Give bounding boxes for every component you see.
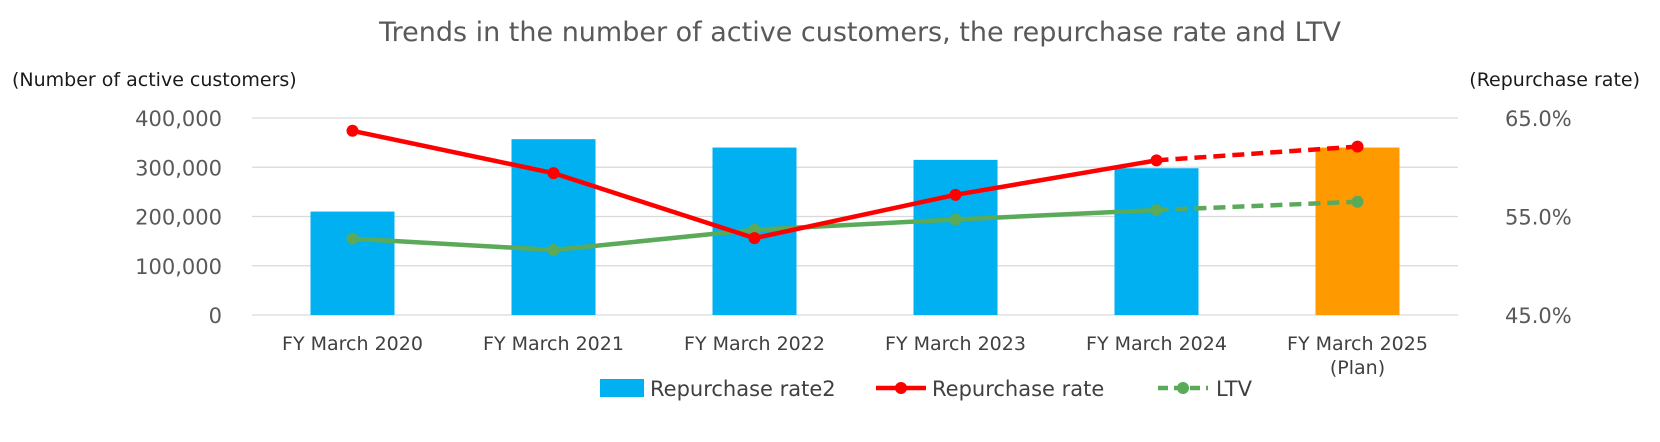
y-tick-label: 400,000 (135, 107, 222, 131)
legend-label: LTV (1216, 377, 1253, 401)
repurchase-rate-point (1150, 154, 1163, 167)
legend-swatch-marker (895, 382, 907, 394)
y2-tick-label: 45.0% (1505, 304, 1572, 328)
legend-swatch-marker (1177, 382, 1189, 394)
y2-axis-ticks: 45.0% 55.0% 65.0% (1505, 107, 1572, 328)
bar (1114, 168, 1199, 315)
legend-label: Repurchase rate2 (650, 377, 836, 401)
bar (310, 211, 395, 315)
y2-tick-label: 65.0% (1505, 107, 1572, 131)
y2-tick-label: 55.0% (1505, 206, 1572, 230)
repurchase-rate-point (748, 232, 761, 245)
ltv-point (748, 223, 761, 236)
x-axis-ticks: FY March 2020 FY March 2021 FY March 2022 F… (282, 333, 1428, 379)
y-tick-label: 200,000 (135, 206, 222, 230)
repurchase-rate-dashed-line (1156, 144, 1358, 163)
ltv-point (949, 213, 962, 226)
y-tick-label: 300,000 (135, 156, 222, 180)
x-tick-label: FY March 2023 (885, 333, 1026, 355)
x-tick-label: (Plan) (1330, 357, 1385, 379)
repurchase-rate-point (949, 188, 962, 201)
repurchase-rate-point (1351, 140, 1364, 153)
line-series (346, 124, 1364, 256)
y-axis-ticks: 0 100,000 200,000 300,000 400,000 (135, 107, 222, 328)
repurchase-rate-point (547, 167, 560, 180)
ltv-dashed-line (1156, 199, 1358, 213)
x-tick-label: FY March 2024 (1086, 333, 1227, 355)
legend-label: Repurchase rate (932, 377, 1104, 401)
ltv-point (547, 243, 560, 256)
y-axis-label: (Number of active customers) (12, 69, 297, 91)
x-tick-label: FY March 2021 (483, 333, 624, 355)
ltv-point (1150, 204, 1163, 217)
ltv-point (1351, 195, 1364, 208)
y2-axis-label: (Repurchase rate) (1469, 69, 1640, 91)
chart-title: Trends in the number of active customers… (378, 17, 1341, 48)
y-tick-label: 100,000 (135, 255, 222, 279)
legend-swatch-bar (600, 379, 644, 397)
bar-series (310, 139, 1400, 315)
x-tick-label: FY March 2025 (1287, 333, 1428, 355)
x-tick-label: FY March 2022 (684, 333, 825, 355)
bar (1315, 147, 1400, 315)
legend: Repurchase rate2 Repurchase rate LTV (600, 377, 1253, 401)
ltv-point (346, 232, 359, 245)
x-tick-label: FY March 2020 (282, 333, 423, 355)
repurchase-rate-point (346, 124, 359, 137)
bar (913, 159, 998, 315)
y-tick-label: 0 (209, 304, 222, 328)
